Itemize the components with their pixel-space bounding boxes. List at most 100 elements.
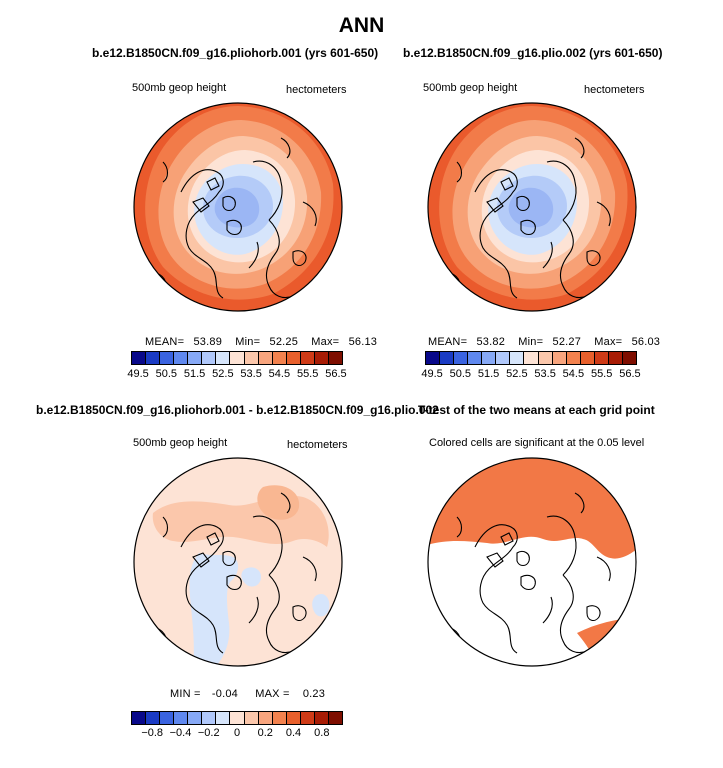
mean-value: 53.89 (193, 336, 223, 348)
colorbar-swatch (216, 712, 231, 724)
colorbar-tick-label: 55.5 (590, 368, 613, 380)
top-right-colorbar-labels: 49.5 50.5 51.5 52.5 53.5 54.5 55.5 56.5 (421, 368, 641, 382)
min-label: Min= (518, 336, 544, 348)
colorbar-swatch (146, 712, 161, 724)
colorbar-tick-label: 56.5 (325, 368, 347, 380)
colorbar-swatch (258, 712, 273, 724)
colorbar-tick-label: 50.5 (449, 368, 472, 380)
colorbar-tick-label: 0.8 (314, 727, 330, 739)
colorbar-swatch (244, 352, 259, 364)
max-label: Max= (311, 336, 340, 348)
coastlines (446, 492, 611, 654)
colorbar-swatch (608, 352, 623, 364)
top-right-colorbar (425, 351, 637, 365)
colorbar-tick-label: 0.2 (257, 727, 273, 739)
max-value: 56.13 (348, 336, 378, 348)
colorbar-swatch (244, 712, 259, 724)
colorbar-swatch (510, 352, 525, 364)
diff-negative-cell (312, 593, 330, 617)
bottom-left-colorbar-labels: −0.8 −0.4 −0.2 0 0.2 0.4 0.8 (131, 727, 343, 741)
top-right-polar-map (427, 102, 637, 312)
min-label: Min= (235, 336, 261, 348)
colorbar-swatch (538, 352, 553, 364)
top-left-colorbar-labels: 49.5 50.5 51.5 52.5 53.5 54.5 55.5 56.5 (127, 368, 347, 382)
max-value: 0.23 (302, 688, 326, 700)
colorbar-tick-label: 52.5 (212, 368, 234, 380)
colorbar-tick-label: 49.5 (127, 368, 149, 380)
diff-negative-region (189, 553, 238, 666)
min-value: 52.25 (269, 336, 299, 348)
top-right-stats: MEAN= 53.82 Min= 52.27 Max= 56.03 (428, 336, 660, 348)
colorbar-tick-label: 56.5 (619, 368, 641, 380)
bottom-right-note: Colored cells are significant at the 0.0… (429, 437, 645, 449)
bottom-left-stats: MIN = -0.04 MAX = 0.23 (170, 688, 325, 700)
colorbar-swatch (174, 352, 189, 364)
colorbar-swatch (552, 352, 567, 364)
colorbar-swatch (230, 712, 245, 724)
min-value: 52.27 (552, 336, 582, 348)
diff-background (134, 458, 342, 666)
colorbar-swatch (230, 352, 245, 364)
map-boundary (133, 102, 343, 312)
top-left-polar-map (133, 102, 343, 312)
coastlines (152, 492, 317, 654)
max-value: 56.03 (631, 336, 661, 348)
colorbar-tick-label: 53.5 (534, 368, 556, 380)
colorbar-swatch (132, 352, 147, 364)
colorbar-tick-label: 49.5 (421, 368, 443, 380)
coastlines (446, 137, 611, 299)
bottom-left-difference-map (133, 457, 343, 667)
colorbar-swatch (272, 712, 287, 724)
top-left-units-label: hectometers (286, 84, 347, 96)
figure-title: ANN (338, 14, 385, 37)
max-label: MAX = (255, 688, 290, 700)
bottom-left-units-label: hectometers (287, 439, 348, 451)
colorbar-swatch (426, 352, 441, 364)
top-left-panel-title: b.e12.B1850CN.f09_g16.pliohorb.001 (yrs … (92, 46, 379, 60)
colorbar-swatch (286, 712, 301, 724)
mean-value: 53.82 (476, 336, 506, 348)
low-deep-blue (508, 187, 554, 228)
colorbar-swatch (202, 712, 217, 724)
colorbar-tick-label: 53.5 (240, 368, 262, 380)
colorbar-swatch (314, 352, 329, 364)
colorbar-swatch (622, 352, 636, 364)
bottom-left-colorbar (131, 711, 343, 725)
colorbar-swatch (272, 352, 287, 364)
colorbar-swatch (188, 352, 203, 364)
mean-label: MEAN= (428, 336, 468, 348)
colorbar-swatch (188, 712, 203, 724)
colorbar-tick-label: 54.5 (268, 368, 291, 380)
top-left-variable-label: 500mb geop height (132, 82, 227, 94)
colorbar-tick-label: 50.5 (155, 368, 178, 380)
top-left-stats: MEAN= 53.89 Min= 52.25 Max= 56.13 (145, 336, 377, 348)
colorbar-tick-label: 0.4 (285, 727, 302, 739)
low-deep-blue (214, 187, 260, 228)
bottom-left-panel-title: b.e12.B1850CN.f09_g16.pliohorb.001 - b.e… (36, 403, 439, 417)
bottom-left-variable-label: 500mb geop height (133, 437, 228, 449)
colorbar-swatch (524, 352, 539, 364)
colorbar-swatch (328, 352, 342, 364)
colorbar-swatch (174, 712, 189, 724)
colorbar-swatch (482, 352, 497, 364)
colorbar-tick-label: 55.5 (296, 368, 319, 380)
min-label: MIN = (170, 688, 201, 700)
colorbar-swatch (580, 352, 595, 364)
colorbar-swatch (160, 352, 175, 364)
colorbar-swatch (202, 352, 217, 364)
top-right-units-label: hectometers (584, 84, 645, 96)
colorbar-swatch (314, 712, 329, 724)
top-left-colorbar (131, 351, 343, 365)
colorbar-swatch (160, 712, 175, 724)
colorbar-tick-label: 54.5 (562, 368, 585, 380)
colorbar-swatch (468, 352, 483, 364)
colorbar-swatch (594, 352, 609, 364)
colorbar-swatch (440, 352, 455, 364)
colorbar-swatch (286, 352, 301, 364)
top-right-panel-title: b.e12.B1850CN.f09_g16.plio.002 (yrs 601-… (403, 46, 663, 60)
map-boundary (133, 457, 343, 667)
colorbar-tick-label: 51.5 (183, 368, 206, 380)
colorbar-swatch (216, 352, 231, 364)
colorbar-swatch (300, 712, 315, 724)
colorbar-swatch (566, 352, 581, 364)
